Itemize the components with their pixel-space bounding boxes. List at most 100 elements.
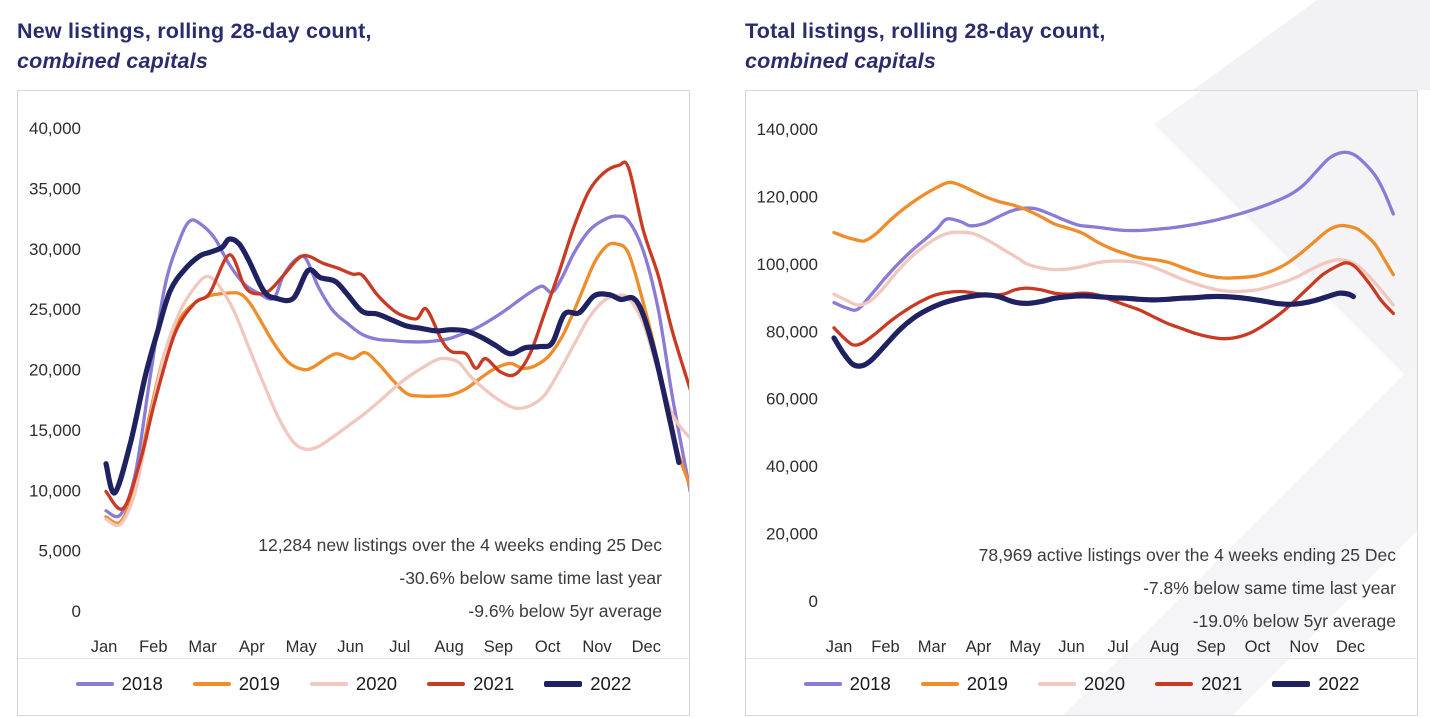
x-tick-label: Nov bbox=[1289, 638, 1319, 656]
legend-item-2020: 2020 bbox=[309, 673, 398, 695]
legend-line-swatch bbox=[427, 682, 466, 686]
x-axis-labels: Jan Feb Mar Apr May Jun Jul Aug Sep Oct Nov Dec bbox=[826, 638, 1365, 656]
x-tick-label: Jan bbox=[91, 638, 118, 656]
legend-item-2022: 2022 bbox=[544, 673, 631, 695]
x-tick-label: Jun bbox=[1058, 638, 1085, 656]
y-tick-label: 30,000 bbox=[29, 240, 81, 259]
legend-label: 2021 bbox=[1201, 673, 1243, 694]
legend-label: 2018 bbox=[849, 673, 891, 694]
y-tick-label: 10,000 bbox=[29, 481, 81, 500]
x-tick-label: Dec bbox=[632, 638, 661, 656]
y-tick-label: 0 bbox=[809, 592, 818, 611]
total-listings-chart: 140,000 120,000 100,000 80,000 60,000 40,000 2… bbox=[757, 120, 1395, 656]
y-tick-label: 80,000 bbox=[766, 322, 818, 341]
series-line-2022 bbox=[831, 290, 1356, 369]
y-tick-label: 40,000 bbox=[29, 119, 81, 138]
legend-line-swatch bbox=[1155, 682, 1194, 686]
legend-label: 2022 bbox=[590, 673, 632, 694]
annotation-line3: -19.0% below 5yr average bbox=[1192, 611, 1396, 631]
legend-label: 2018 bbox=[121, 673, 163, 694]
legend-line-swatch bbox=[920, 682, 959, 686]
title-line2: combined capitals bbox=[17, 49, 208, 73]
y-tick-label: 5,000 bbox=[38, 542, 81, 561]
series-line-2022 bbox=[103, 236, 682, 496]
legend-item-2022: 2022 bbox=[1272, 673, 1359, 695]
series-line-2020 bbox=[832, 230, 1395, 307]
x-tick-label: Mar bbox=[188, 638, 217, 656]
total-listings-panel: 140,000 120,000 100,000 80,000 60,000 40,000 2… bbox=[745, 90, 1418, 716]
title-line1: Total listings, rolling 28-day count, bbox=[745, 19, 1106, 43]
legend-item-2018: 2018 bbox=[803, 673, 891, 695]
y-tick-label: 40,000 bbox=[766, 457, 818, 476]
series-line-2018 bbox=[832, 150, 1395, 312]
x-tick-label: Aug bbox=[1150, 638, 1179, 656]
annotation-line2: -7.8% below same time last year bbox=[1143, 578, 1396, 598]
x-tick-label: Dec bbox=[1336, 638, 1365, 656]
series-line-2020 bbox=[104, 274, 689, 528]
legend-item-2021: 2021 bbox=[427, 673, 514, 695]
y-tick-label: 25,000 bbox=[29, 300, 81, 319]
x-tick-label: Jul bbox=[1107, 638, 1128, 656]
x-tick-label: Apr bbox=[966, 638, 992, 656]
x-tick-label: May bbox=[286, 638, 318, 656]
chart-legend: 2018 2019 2020 2021 2022 bbox=[18, 658, 689, 695]
legend-line-swatch bbox=[544, 681, 583, 687]
x-tick-label: Oct bbox=[535, 638, 561, 656]
series-line-2018 bbox=[104, 214, 689, 519]
x-tick-label: May bbox=[1009, 638, 1041, 656]
legend-line-swatch bbox=[1037, 682, 1076, 686]
x-tick-label: Feb bbox=[139, 638, 167, 656]
y-axis-labels: 40,000 35,000 30,000 25,000 20,000 15,000 10,0… bbox=[29, 119, 81, 621]
annotation-line1: 12,284 new listings over the 4 weeks end… bbox=[258, 535, 662, 555]
y-tick-label: 0 bbox=[72, 602, 81, 621]
y-tick-label: 120,000 bbox=[757, 187, 818, 206]
legend-label: 2020 bbox=[1083, 673, 1126, 694]
y-tick-label: 35,000 bbox=[29, 179, 81, 198]
x-tick-label: Jan bbox=[826, 638, 853, 656]
y-tick-label: 60,000 bbox=[766, 390, 818, 409]
x-tick-label: Sep bbox=[484, 638, 513, 656]
x-tick-label: Oct bbox=[1245, 638, 1271, 656]
legend-label: 2020 bbox=[355, 673, 398, 694]
chart-annotation: 78,969 active listings over the 4 weeks … bbox=[979, 539, 1396, 638]
x-axis-labels: Jan Feb Mar Apr May Jun Jul Aug Sep Oct Nov Dec bbox=[91, 638, 661, 656]
total-listings-title: Total listings, rolling 28-day count, co… bbox=[745, 16, 1106, 76]
x-tick-label: Sep bbox=[1196, 638, 1225, 656]
new-listings-title: New listings, rolling 28-day count, comb… bbox=[17, 16, 372, 76]
title-line2: combined capitals bbox=[745, 49, 936, 73]
y-tick-label: 20,000 bbox=[766, 525, 818, 544]
legend-label: 2019 bbox=[966, 673, 1008, 694]
x-tick-label: Mar bbox=[918, 638, 947, 656]
legend-line-swatch bbox=[1272, 681, 1311, 687]
chart-annotation: 12,284 new listings over the 4 weeks end… bbox=[258, 529, 662, 628]
legend-item-2019: 2019 bbox=[920, 673, 1008, 695]
y-axis-labels: 140,000 120,000 100,000 80,000 60,000 40,000 2… bbox=[757, 120, 818, 611]
x-tick-label: Jul bbox=[389, 638, 410, 656]
chart-legend: 2018 2019 2020 2021 2022 bbox=[746, 658, 1417, 695]
legend-label: 2019 bbox=[238, 673, 280, 694]
series-line-2021 bbox=[104, 160, 689, 511]
x-tick-label: Aug bbox=[434, 638, 463, 656]
annotation-line2: -30.6% below same time last year bbox=[399, 568, 662, 588]
legend-label: 2021 bbox=[473, 673, 515, 694]
x-tick-label: Feb bbox=[871, 638, 899, 656]
annotation-line1: 78,969 active listings over the 4 weeks … bbox=[978, 545, 1396, 565]
series-line-2019 bbox=[832, 180, 1395, 280]
x-tick-label: Jun bbox=[337, 638, 364, 656]
legend-item-2018: 2018 bbox=[75, 673, 163, 695]
x-tick-label: Nov bbox=[582, 638, 612, 656]
legend-item-2020: 2020 bbox=[1037, 673, 1126, 695]
y-tick-label: 100,000 bbox=[757, 255, 818, 274]
legend-item-2019: 2019 bbox=[192, 673, 280, 695]
y-tick-label: 15,000 bbox=[29, 421, 81, 440]
legend-line-swatch bbox=[75, 682, 114, 686]
new-listings-chart: 40,000 35,000 30,000 25,000 20,000 15,000 10,0… bbox=[29, 119, 689, 656]
legend-line-swatch bbox=[803, 682, 842, 686]
y-tick-label: 140,000 bbox=[757, 120, 818, 139]
legend-line-swatch bbox=[192, 682, 231, 686]
legend-item-2021: 2021 bbox=[1155, 673, 1242, 695]
y-tick-label: 20,000 bbox=[29, 361, 81, 380]
title-line1: New listings, rolling 28-day count, bbox=[17, 19, 372, 43]
legend-line-swatch bbox=[309, 682, 348, 686]
